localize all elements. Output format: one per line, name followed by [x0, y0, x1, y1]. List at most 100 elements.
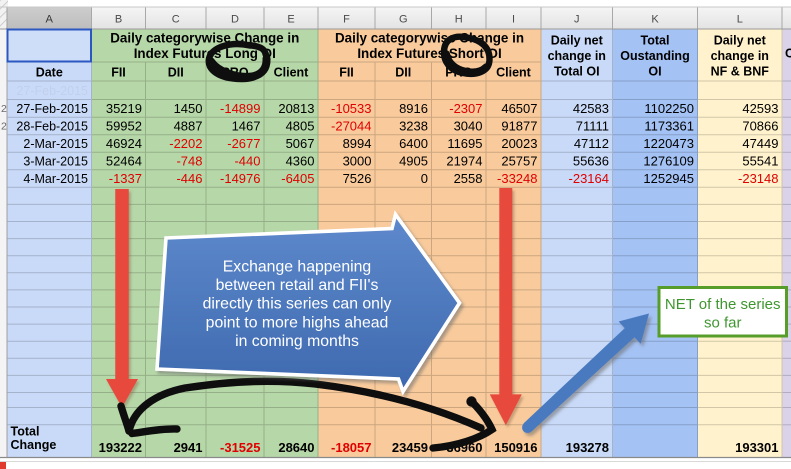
svg-text:1220473: 1220473 [643, 136, 694, 151]
svg-text:between retail and FII's: between retail and FII's [216, 277, 379, 294]
svg-text:1173361: 1173361 [644, 119, 694, 134]
svg-text:-2202: -2202 [169, 136, 202, 151]
svg-text:42583: 42583 [573, 101, 609, 116]
svg-text:L: L [737, 13, 743, 25]
svg-text:25757: 25757 [501, 154, 537, 169]
svg-text:C: C [785, 47, 791, 61]
svg-text:27-Feb-2015: 27-Feb-2015 [16, 84, 88, 98]
svg-text:-14899: -14899 [220, 101, 260, 116]
svg-text:Daily net: Daily net [551, 34, 604, 48]
svg-text:C: C [172, 13, 180, 25]
svg-text:DII: DII [395, 66, 411, 80]
svg-text:7526: 7526 [343, 171, 372, 186]
svg-text:directly this series can only: directly this series can only [203, 296, 392, 313]
svg-text:D: D [231, 13, 239, 25]
svg-text:3-Mar-2015: 3-Mar-2015 [23, 155, 88, 169]
svg-text:3040: 3040 [454, 119, 483, 134]
svg-text:55636: 55636 [573, 154, 609, 169]
svg-text:1252945: 1252945 [643, 171, 694, 186]
svg-text:21974: 21974 [446, 154, 482, 169]
svg-text:J: J [574, 13, 580, 25]
svg-text:193222: 193222 [99, 440, 142, 455]
svg-text:Client: Client [274, 66, 310, 80]
svg-text:Change: Change [11, 438, 57, 452]
svg-text:Client: Client [496, 66, 532, 80]
svg-text:2: 2 [1, 121, 7, 133]
svg-text:H: H [455, 13, 463, 25]
svg-text:-6405: -6405 [281, 171, 314, 186]
svg-text:-2307: -2307 [449, 101, 482, 116]
svg-text:59952: 59952 [106, 119, 142, 134]
svg-text:27-Feb-2015: 27-Feb-2015 [16, 102, 88, 116]
svg-text:Oustanding: Oustanding [620, 49, 689, 63]
svg-text:3238: 3238 [399, 119, 428, 134]
svg-text:-440: -440 [234, 154, 260, 169]
svg-text:42593: 42593 [742, 101, 778, 116]
svg-text:-23148: -23148 [738, 171, 778, 186]
svg-text:-23164: -23164 [569, 171, 609, 186]
svg-text:B: B [115, 13, 122, 25]
svg-text:1467: 1467 [232, 119, 261, 134]
svg-text:5067: 5067 [286, 136, 315, 151]
svg-text:150916: 150916 [494, 440, 537, 455]
svg-text:2-Mar-2015: 2-Mar-2015 [23, 137, 88, 151]
svg-text:E: E [287, 13, 294, 25]
svg-text:193278: 193278 [566, 440, 609, 455]
svg-text:-2677: -2677 [227, 136, 260, 151]
svg-text:35219: 35219 [106, 101, 142, 116]
svg-text:52464: 52464 [106, 154, 142, 169]
svg-text:46924: 46924 [106, 136, 142, 151]
svg-text:4360: 4360 [286, 154, 315, 169]
svg-text:Index Futures Long OI: Index Futures Long OI [134, 46, 276, 61]
svg-text:11695: 11695 [447, 136, 482, 151]
svg-text:Total OI: Total OI [554, 65, 600, 79]
svg-text:Total: Total [641, 34, 670, 48]
svg-text:-10533: -10533 [331, 101, 371, 116]
svg-text:2941: 2941 [174, 440, 203, 455]
svg-text:-14976: -14976 [220, 171, 260, 186]
svg-text:20023: 20023 [501, 136, 537, 151]
svg-text:F: F [343, 13, 350, 25]
svg-text:-18057: -18057 [331, 440, 371, 455]
svg-text:1102250: 1102250 [644, 101, 694, 116]
svg-text:0: 0 [421, 171, 428, 186]
svg-text:Daily categorywise Change in: Daily categorywise Change in [335, 31, 524, 46]
svg-text:55541: 55541 [742, 154, 778, 169]
svg-text:23459: 23459 [392, 440, 428, 455]
svg-text:3000: 3000 [343, 154, 372, 169]
svg-text:4905: 4905 [399, 154, 428, 169]
svg-text:71111: 71111 [576, 119, 609, 134]
svg-text:Daily net: Daily net [714, 34, 767, 48]
svg-text:46507: 46507 [501, 101, 537, 116]
svg-text:Index Futures Short OI: Index Futures Short OI [357, 46, 501, 61]
svg-text:change in: change in [711, 49, 769, 63]
svg-text:-27044: -27044 [331, 119, 371, 134]
svg-text:28640: 28640 [278, 440, 314, 455]
svg-text:-31525: -31525 [220, 440, 260, 455]
svg-text:47112: 47112 [574, 136, 609, 151]
svg-text:K: K [651, 13, 659, 25]
svg-text:8916: 8916 [399, 101, 428, 116]
svg-text:FII: FII [339, 66, 354, 80]
svg-text:4-Mar-2015: 4-Mar-2015 [23, 172, 88, 186]
svg-text:20813: 20813 [278, 101, 314, 116]
svg-text:OI: OI [648, 65, 661, 79]
svg-text:4887: 4887 [174, 119, 203, 134]
svg-text:2558: 2558 [454, 171, 483, 186]
svg-text:Date: Date [36, 66, 63, 80]
svg-text:-748: -748 [176, 154, 202, 169]
svg-text:Daily categorywise Change in: Daily categorywise Change in [110, 31, 299, 46]
svg-text:-1337: -1337 [109, 171, 142, 186]
svg-text:change in: change in [548, 49, 606, 63]
svg-text:8994: 8994 [343, 136, 372, 151]
svg-text:-33248: -33248 [497, 171, 537, 186]
svg-text:193301: 193301 [735, 440, 778, 455]
svg-text:91877: 91877 [501, 119, 537, 134]
svg-text:1276109: 1276109 [643, 154, 694, 169]
svg-text:NET of the series: NET of the series [665, 296, 781, 313]
svg-text:47449: 47449 [742, 136, 778, 151]
svg-text:1450: 1450 [174, 101, 203, 116]
svg-text:2: 2 [1, 103, 7, 115]
svg-text:6400: 6400 [399, 136, 428, 151]
svg-text:70866: 70866 [742, 119, 778, 134]
